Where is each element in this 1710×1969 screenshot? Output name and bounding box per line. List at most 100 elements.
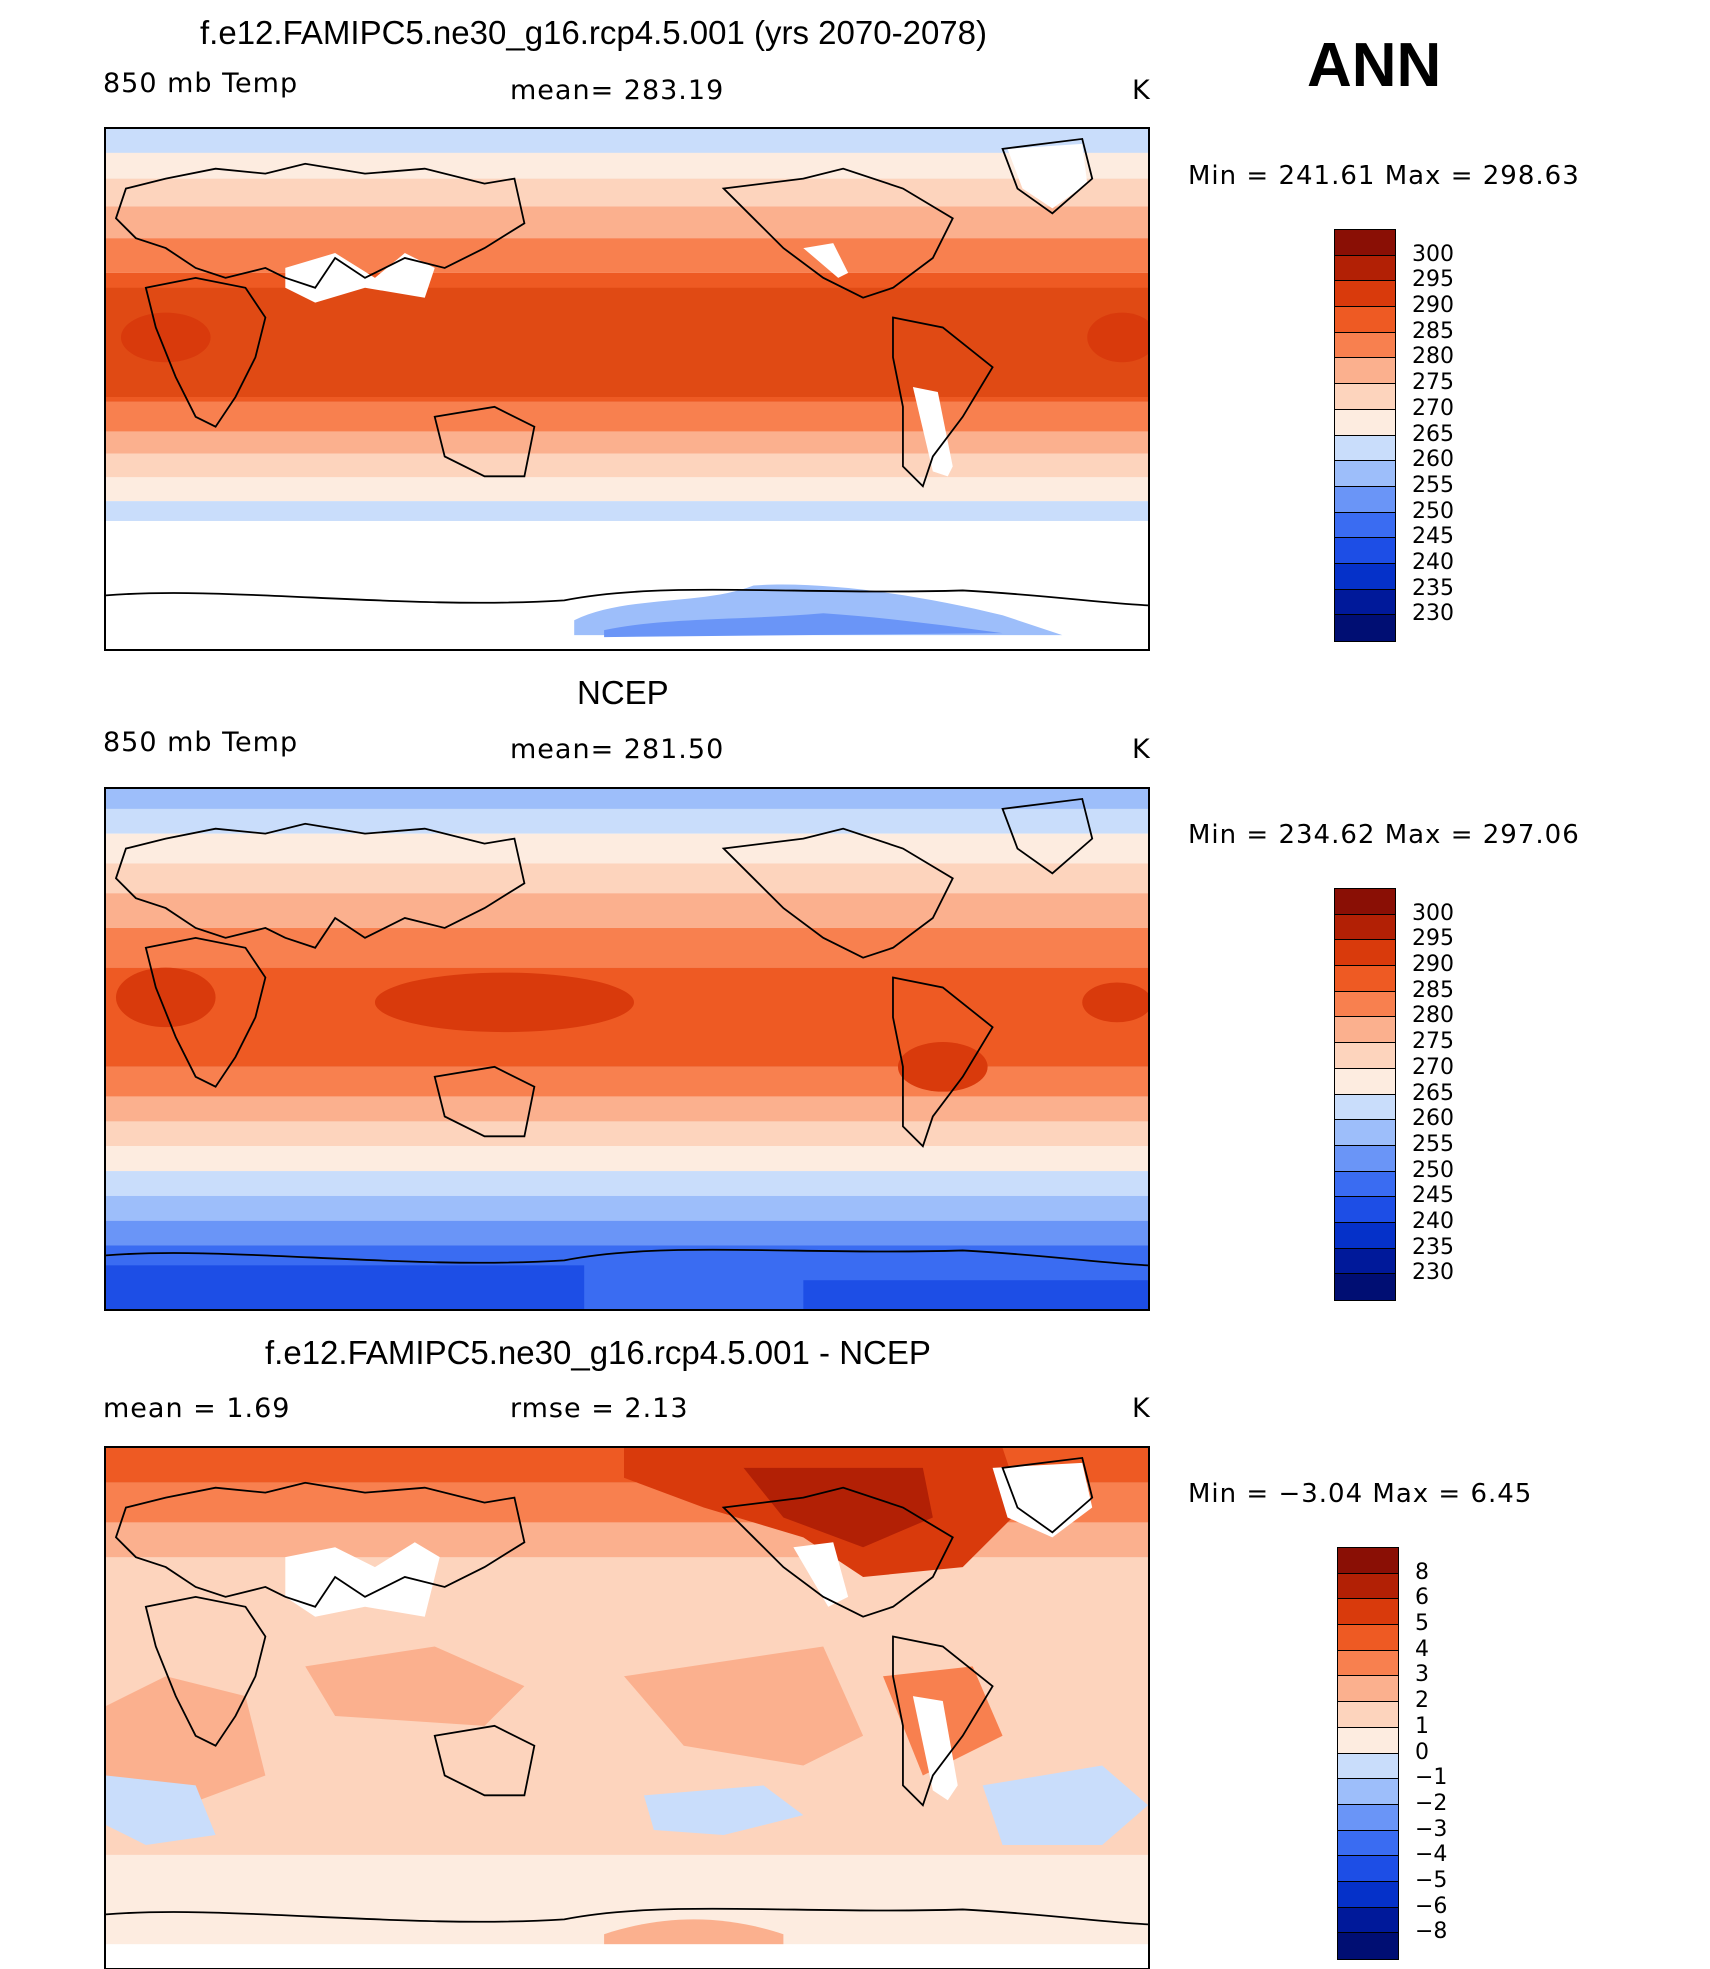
colorbar-tick-label: 235 <box>1412 1234 1454 1260</box>
colorbar-tick-label: 250 <box>1412 498 1454 524</box>
colorbar-tick-label: 0 <box>1415 1739 1429 1765</box>
map-band <box>106 401 1148 432</box>
colorbar-tick-label: 295 <box>1412 926 1454 952</box>
colorbar-tick-label: 240 <box>1412 1208 1454 1234</box>
colorbar-swatch <box>1338 1599 1398 1626</box>
colorbar-swatch <box>1335 1222 1395 1249</box>
warm-core <box>120 312 211 363</box>
panel2-title: NCEP <box>577 674 669 711</box>
map-band <box>106 206 1148 239</box>
panel3-colorbar <box>1337 1547 1399 1960</box>
colorbar-swatch <box>1335 1248 1395 1275</box>
panel1-title: f.e12.FAMIPC5.ne30_g16.rcp4.5.001 (yrs 2… <box>200 14 987 51</box>
colorbar-swatch <box>1335 332 1395 359</box>
colorbar-tick-label: 255 <box>1412 472 1454 498</box>
colorbar-tick-label: 4 <box>1415 1636 1429 1662</box>
colorbar-tick-label: −8 <box>1415 1919 1448 1945</box>
colorbar-tick-label: 285 <box>1412 318 1454 344</box>
map-band <box>106 833 1148 864</box>
coastline <box>892 1635 994 1807</box>
colorbar-swatch <box>1335 1120 1395 1146</box>
colorbar-swatch <box>1338 1727 1398 1754</box>
colorbar-tick-label: 260 <box>1412 1106 1454 1132</box>
colorbar-swatch <box>1335 966 1395 992</box>
map-band <box>106 1171 1148 1196</box>
colorbar-swatch <box>1335 1274 1395 1300</box>
colorbar-tick-label: 295 <box>1412 267 1454 293</box>
season-label: ANN <box>1307 31 1442 100</box>
colorbar-swatch <box>1335 1171 1395 1198</box>
colorbar-swatch <box>1338 1830 1398 1857</box>
colorbar-tick-label: 260 <box>1412 447 1454 473</box>
panel3-units: K <box>1132 1393 1150 1424</box>
coastline <box>106 1248 1148 1267</box>
panel3-title: f.e12.FAMIPC5.ne30_g16.rcp4.5.001 - NCEP <box>265 1334 931 1371</box>
colorbar-swatch <box>1335 384 1395 410</box>
map-band <box>106 178 1148 207</box>
colorbar-tick-label: 270 <box>1412 395 1454 421</box>
panel1-minmax: Min = 241.61 Max = 298.63 <box>1188 161 1580 191</box>
anomaly-patch <box>106 1775 216 1845</box>
missing-data-greenland <box>1007 143 1088 209</box>
colorbar-swatch <box>1335 1043 1395 1069</box>
map-band <box>106 1066 1148 1097</box>
colorbar-swatch <box>1338 1676 1398 1703</box>
coastline <box>721 827 954 959</box>
map-band <box>106 1220 1148 1246</box>
colorbar-swatch <box>1335 615 1395 641</box>
colorbar-tick-label: −3 <box>1415 1816 1448 1842</box>
coastline <box>433 1724 536 1797</box>
colorbar-swatch <box>1335 435 1395 462</box>
anomaly-patch <box>743 1467 933 1548</box>
colorbar-tick-label: 240 <box>1412 549 1454 575</box>
coastline <box>1001 797 1094 875</box>
coastline <box>106 588 1148 607</box>
colorbar-swatch <box>1335 358 1395 385</box>
map-band <box>106 501 1148 521</box>
warm-core <box>115 967 216 1028</box>
colorbar-tick-label: 250 <box>1412 1157 1454 1183</box>
colorbar-tick-label: 235 <box>1412 575 1454 601</box>
panel2-minmax: Min = 234.62 Max = 297.06 <box>1188 820 1580 850</box>
colorbar-swatch <box>1335 1068 1395 1095</box>
colorbar-swatch <box>1335 940 1395 967</box>
coastline <box>433 405 536 478</box>
warm-core <box>897 1042 988 1092</box>
map-band <box>106 893 1148 928</box>
coastline <box>721 167 954 299</box>
coastline <box>114 162 526 289</box>
colorbar-tick-label: 230 <box>1412 1260 1454 1286</box>
colorbar-tick-label: 255 <box>1412 1131 1454 1157</box>
colorbar-tick-label: 5 <box>1415 1611 1429 1637</box>
colorbar-tick-label: 1 <box>1415 1713 1429 1739</box>
colorbar-swatch <box>1335 307 1395 333</box>
colorbar-tick-label: −5 <box>1415 1867 1448 1893</box>
panel3-map <box>104 1446 1150 1969</box>
warm-core <box>374 972 634 1033</box>
colorbar-swatch <box>1338 1907 1398 1934</box>
coastline <box>433 1065 536 1138</box>
colorbar-swatch <box>1338 1856 1398 1882</box>
coastline <box>114 822 526 949</box>
colorbar-swatch <box>1335 1145 1395 1172</box>
anomaly-patch <box>643 1785 804 1836</box>
colorbar-swatch <box>1335 914 1395 941</box>
coastline <box>1001 137 1094 215</box>
colorbar-tick-label: 230 <box>1412 601 1454 627</box>
colorbar-swatch <box>1335 461 1395 487</box>
colorbar-tick-label: 245 <box>1412 524 1454 550</box>
colorbar-tick-label: 265 <box>1412 421 1454 447</box>
colorbar-swatch <box>1338 1881 1398 1908</box>
colorbar-swatch <box>1338 1933 1398 1959</box>
panel2-mean-label: mean= 281.50 <box>510 734 725 765</box>
colorbar-tick-label: −2 <box>1415 1790 1448 1816</box>
coastline <box>144 276 267 428</box>
colorbar-swatch <box>1335 255 1395 282</box>
map-band <box>106 1146 1148 1172</box>
colorbar-swatch <box>1335 889 1395 915</box>
panel2-units: K <box>1132 734 1150 765</box>
anomaly-patch <box>305 1646 525 1726</box>
colorbar-tick-label: 285 <box>1412 977 1454 1003</box>
panel3-rmse-label: rmse = 2.13 <box>510 1393 689 1424</box>
colorbar-swatch <box>1338 1650 1398 1677</box>
